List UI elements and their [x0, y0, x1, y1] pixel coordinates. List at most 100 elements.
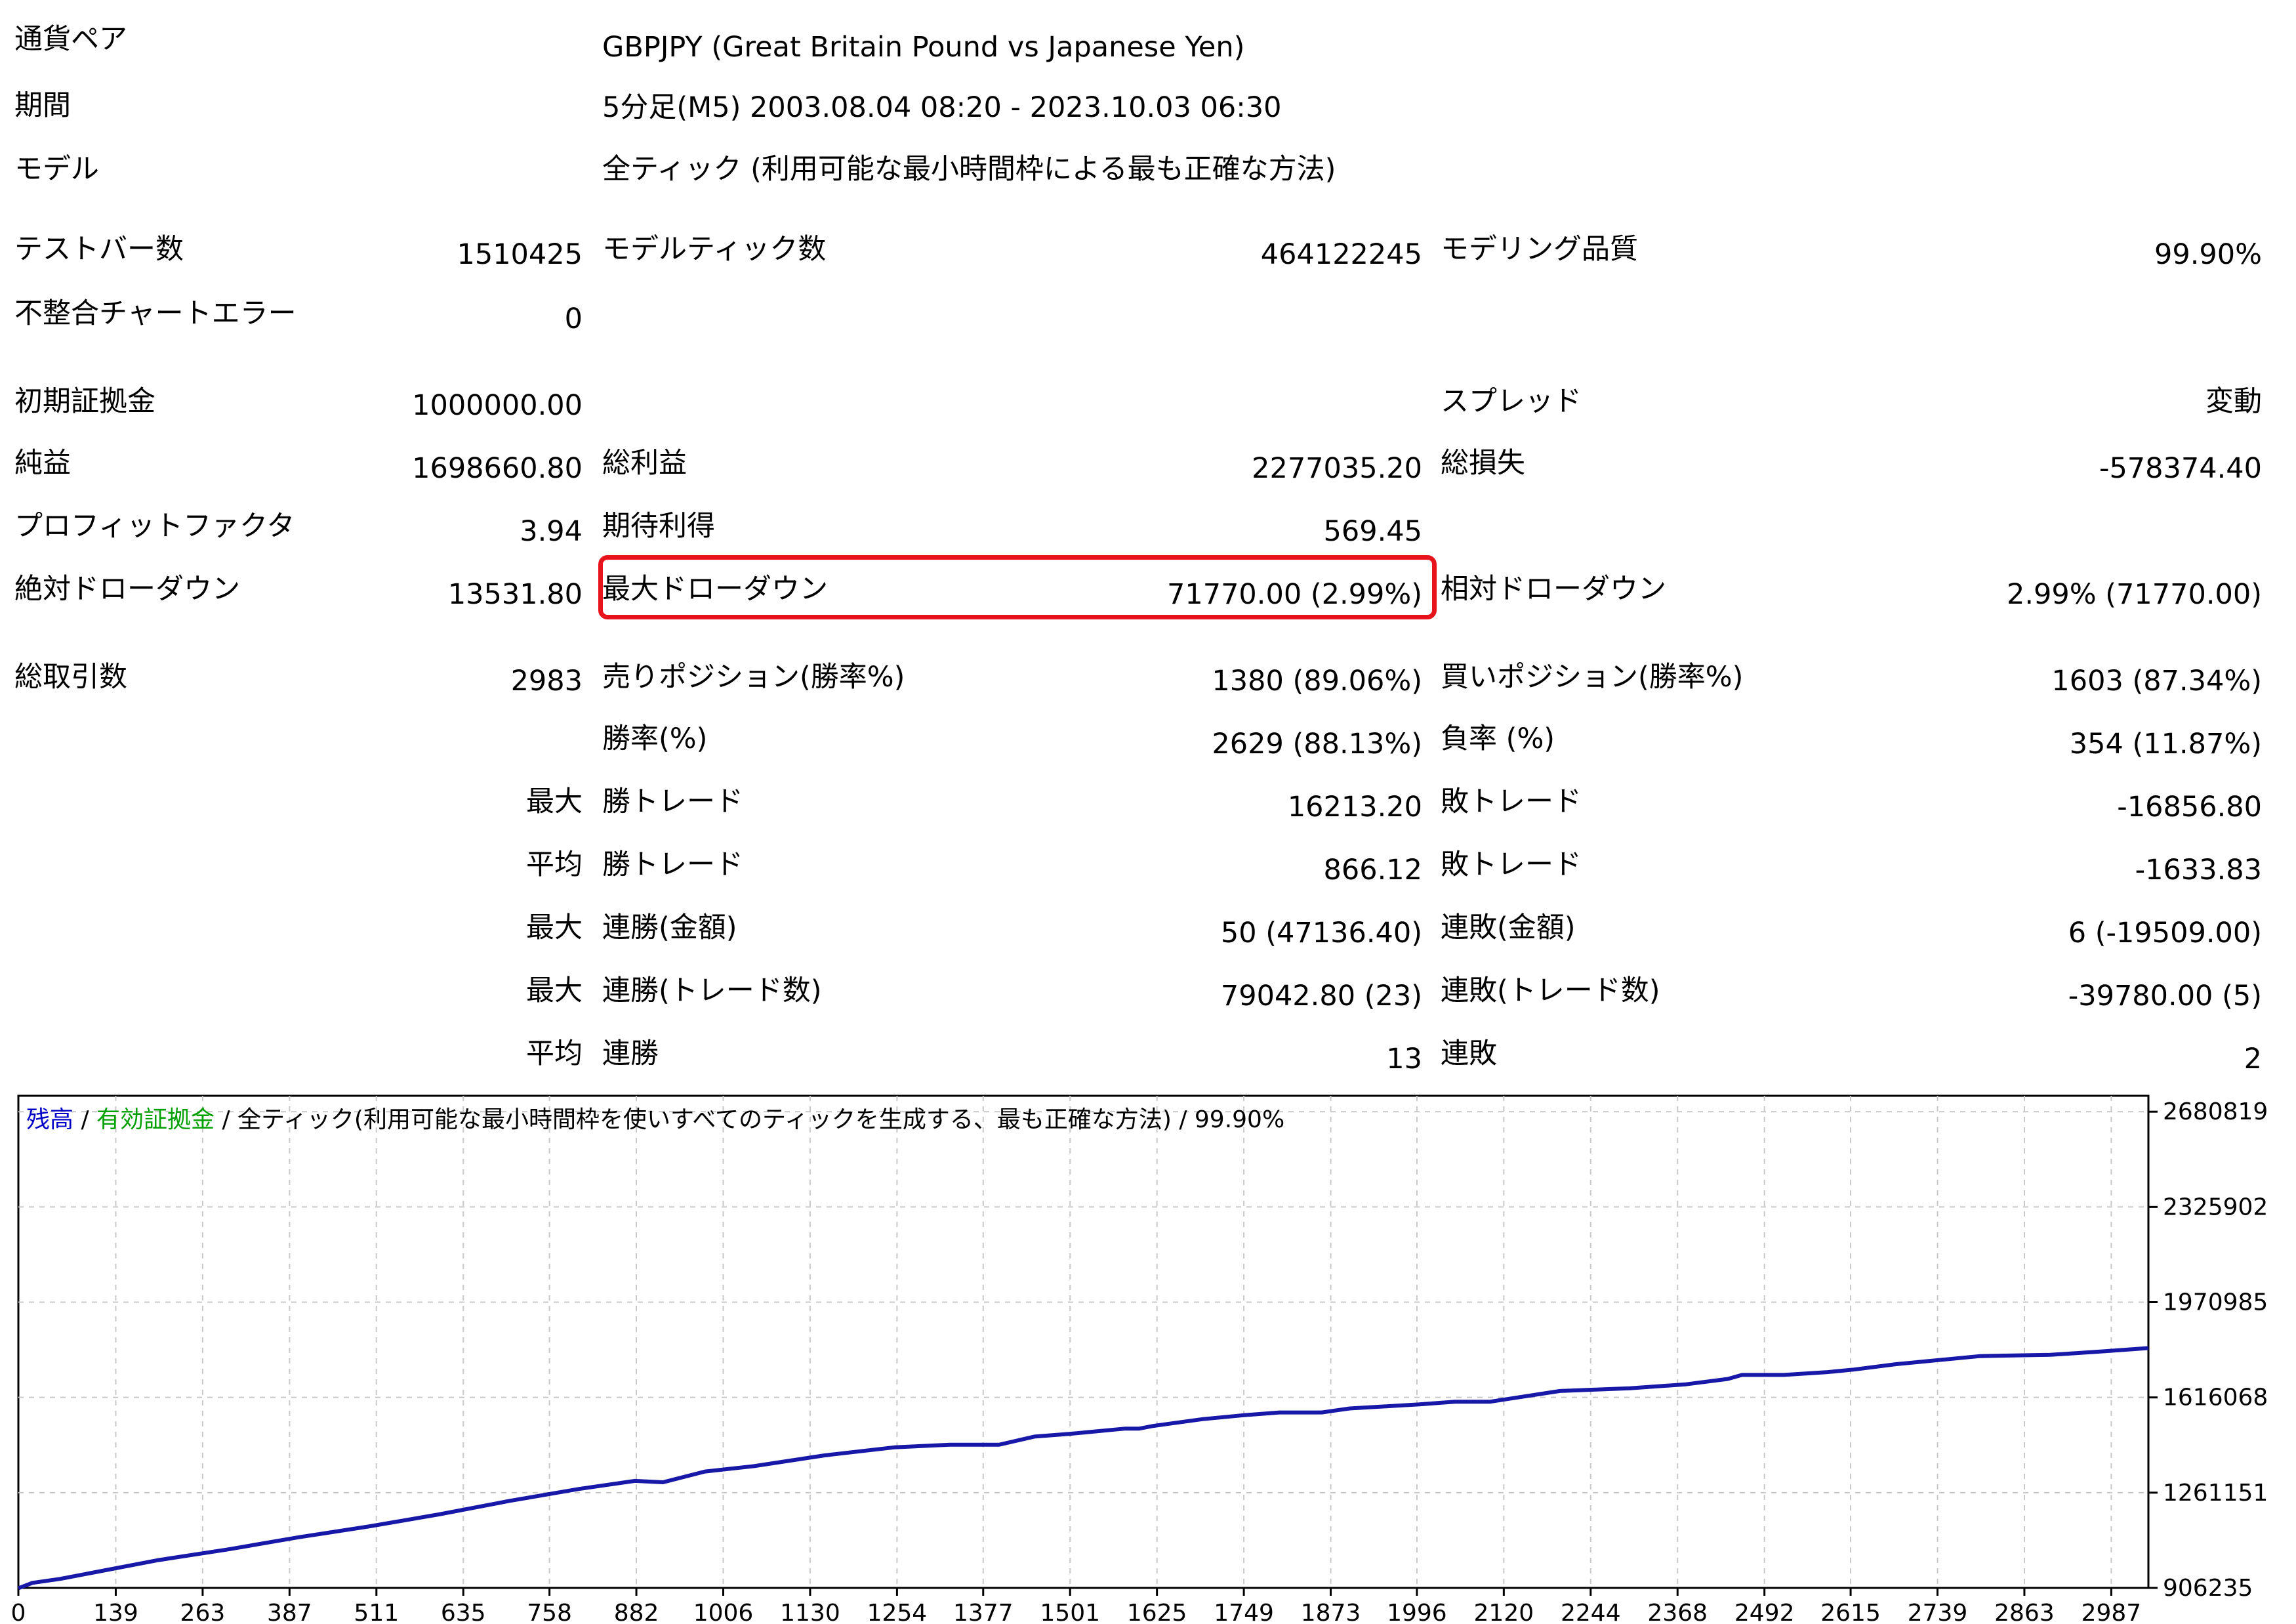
- chart-grid: [18, 1096, 2148, 1588]
- period-label: 期間: [14, 89, 71, 122]
- x-tick-label: 139: [93, 1600, 138, 1624]
- y-tick-label: 1261151: [2163, 1480, 2268, 1507]
- pair-label: 通貨ペア: [14, 23, 127, 56]
- win-rate-label: 勝率(%): [602, 722, 708, 755]
- x-tick-label: 2120: [1474, 1600, 1534, 1624]
- test-bars-label: テストバー数: [14, 233, 184, 266]
- model-ticks-label: モデルティック数: [602, 233, 827, 266]
- spread-label: スプレッド: [1441, 385, 1582, 418]
- gross-loss-label: 総損失: [1441, 447, 1525, 480]
- x-tick-label: 882: [614, 1600, 659, 1624]
- legend-model: 全ティック(利用可能な最小時間枠を使いすべてのティックを生成する、最も正確な方法…: [237, 1106, 1172, 1133]
- stat-loss-value: 2: [2244, 1043, 2262, 1075]
- stat-win-label: 連勝: [602, 1037, 659, 1070]
- period-value: 5分足(M5) 2003.08.04 08:20 - 2023.10.03 06…: [602, 91, 1282, 124]
- y-tick-label: 2325902: [2163, 1194, 2268, 1220]
- legend-quality: 99.90%: [1195, 1106, 1284, 1133]
- x-tick-label: 2244: [1561, 1600, 1621, 1624]
- x-tick-label: 1130: [780, 1600, 840, 1624]
- x-tick-label: 1996: [1387, 1600, 1447, 1624]
- x-tick-label: 263: [180, 1600, 226, 1624]
- x-tick-label: 1873: [1301, 1600, 1361, 1624]
- stat-loss-value: -16856.80: [2117, 791, 2262, 823]
- x-tick-label: 758: [527, 1600, 572, 1624]
- initial-deposit-value: 1000000.00: [412, 389, 583, 422]
- equity-chart: 0 139 263 387 511 635 758 882 1006 1130 1254 1377 15…: [0, 1094, 2296, 1624]
- loss-rate-value: 354 (11.87%): [2069, 728, 2262, 760]
- stat-prefix: 平均: [526, 848, 583, 881]
- stat-loss-label: 敗トレード: [1441, 848, 1582, 881]
- stat-win-label: 連勝(トレード数): [602, 974, 822, 1007]
- model-label: モデル: [14, 153, 99, 186]
- mismatch-errors-value: 0: [564, 302, 583, 335]
- y-tick-label: 1616068: [2163, 1385, 2268, 1411]
- short-pos-label: 売りポジション(勝率%): [602, 661, 905, 694]
- model-value: 全ティック (利用可能な最小時間枠による最も正確な方法): [602, 153, 1336, 186]
- stat-win-value: 50 (47136.40): [1220, 917, 1422, 949]
- stat-prefix: 最大: [526, 785, 583, 818]
- x-tick-label: 1377: [953, 1600, 1014, 1624]
- stat-win-value: 866.12: [1323, 854, 1422, 886]
- mismatch-errors-label: 不整合チャートエラー: [14, 297, 297, 330]
- legend-sep: /: [73, 1106, 96, 1133]
- profit-factor-value: 3.94: [520, 515, 583, 548]
- gross-profit-value: 2277035.20: [1252, 452, 1422, 485]
- stat-prefix: 最大: [526, 974, 583, 1007]
- expected-payoff-label: 期待利得: [602, 510, 715, 543]
- legend-balance: 残高: [26, 1106, 73, 1133]
- chart-legend: 残高 / 有効証拠金 / 全ティック(利用可能な最小時間枠を使いすべてのティック…: [26, 1106, 1284, 1133]
- stat-loss-label: 敗トレード: [1441, 785, 1582, 818]
- x-tick-label: 1625: [1127, 1600, 1187, 1624]
- relative-dd-value: 2.99% (71770.00): [2007, 578, 2262, 611]
- chart-frame: [17, 1094, 2150, 1589]
- x-tick-label: 2615: [1820, 1600, 1881, 1624]
- initial-deposit-label: 初期証拠金: [14, 385, 155, 418]
- loss-rate-label: 負率 (%): [1441, 722, 1555, 755]
- long-pos-label: 買いポジション(勝率%): [1441, 661, 1744, 694]
- stat-prefix: 最大: [526, 911, 583, 944]
- test-bars-value: 1510425: [457, 238, 583, 271]
- balance-line: [17, 1346, 2149, 1591]
- x-tick-label: 2492: [1734, 1600, 1795, 1624]
- model-quality-value: 99.90%: [2154, 238, 2262, 271]
- win-rate-value: 2629 (88.13%): [1212, 728, 1422, 760]
- net-profit-label: 純益: [14, 447, 71, 480]
- max-dd-label: 最大ドローダウン: [602, 573, 828, 606]
- model-quality-label: モデリング品質: [1441, 233, 1638, 266]
- relative-dd-label: 相対ドローダウン: [1441, 573, 1666, 606]
- gross-profit-label: 総利益: [602, 447, 687, 480]
- x-tick-label: 1254: [867, 1600, 928, 1624]
- stat-win-label: 連勝(金額): [602, 911, 737, 944]
- spread-value: 変動: [2205, 385, 2262, 418]
- y-tick-label: 906235: [2163, 1575, 2253, 1602]
- x-tick-label: 1749: [1214, 1600, 1274, 1624]
- gross-loss-value: -578374.40: [2099, 452, 2262, 485]
- chart-y-ticks: 906235 1261151 1616068 1970985 2325902 268081…: [2148, 1098, 2268, 1602]
- stat-prefix: 平均: [526, 1037, 583, 1070]
- expected-payoff-value: 569.45: [1323, 515, 1422, 548]
- max-drawdown-highlight: [598, 555, 1437, 619]
- stat-win-value: 16213.20: [1287, 791, 1422, 823]
- net-profit-value: 1698660.80: [412, 452, 583, 485]
- x-tick-label: 1006: [693, 1600, 754, 1624]
- stat-loss-value: -1633.83: [2135, 854, 2262, 886]
- y-tick-label: 2680819: [2163, 1098, 2268, 1125]
- y-tick-label: 1970985: [2163, 1289, 2268, 1316]
- x-tick-label: 2987: [2081, 1600, 2142, 1624]
- model-ticks-value: 464122245: [1260, 238, 1422, 271]
- stat-loss-label: 連敗(トレード数): [1441, 974, 1660, 1007]
- x-tick-label: 0: [11, 1600, 26, 1624]
- long-pos-value: 1603 (87.34%): [2051, 665, 2262, 697]
- stat-loss-value: 6 (-19509.00): [2068, 917, 2262, 949]
- total-trades-label: 総取引数: [14, 661, 127, 694]
- legend-sep: /: [1172, 1106, 1195, 1133]
- stat-win-value: 79042.80 (23): [1220, 980, 1422, 1012]
- absolute-dd-label: 絶対ドローダウン: [14, 573, 240, 606]
- x-tick-label: 2368: [1647, 1600, 1708, 1624]
- stat-loss-label: 連敗(金額): [1441, 911, 1576, 944]
- legend-sep: /: [215, 1106, 237, 1133]
- max-dd-value: 71770.00 (2.99%): [1167, 578, 1422, 611]
- chart-x-ticks: 0 139 263 387 511 635 758 882 1006 1130 1254 1377 15…: [11, 1588, 2142, 1624]
- stat-loss-label: 連敗: [1441, 1037, 1497, 1070]
- x-tick-label: 2863: [1994, 1600, 2055, 1624]
